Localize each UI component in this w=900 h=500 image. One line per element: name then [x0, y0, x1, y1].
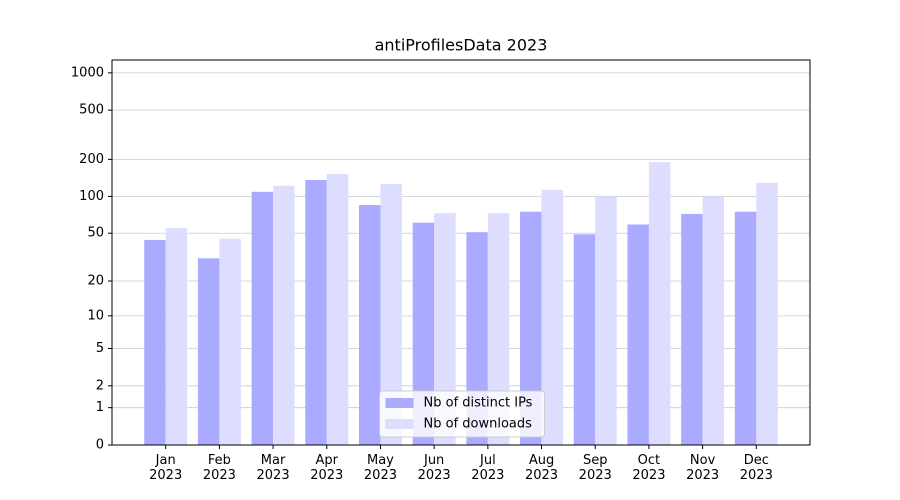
y-tick-label: 50	[87, 226, 104, 241]
bar	[756, 182, 778, 445]
bar	[197, 258, 220, 445]
y-tick-label: 200	[79, 152, 104, 167]
x-tick-label: Aug 2023	[524, 453, 559, 483]
x-tick-label: May 2023	[363, 453, 397, 483]
bar	[573, 234, 596, 445]
bar	[681, 213, 703, 445]
x-tick-label: Mar 2023	[256, 453, 290, 483]
bar	[305, 179, 327, 445]
y-tick-label: 10	[87, 308, 104, 323]
bar	[251, 191, 274, 445]
y-tick-label: 1000	[71, 65, 104, 80]
x-tick-label: Apr 2023	[310, 453, 344, 483]
bar	[219, 238, 241, 445]
x-tick-label: Nov 2023	[686, 453, 720, 483]
y-tick-label: 1	[96, 400, 104, 415]
bar	[487, 213, 510, 445]
bar	[358, 205, 381, 445]
x-tick-label: Feb 2023	[202, 453, 236, 483]
y-tick-label: 2	[96, 378, 104, 393]
y-tick-label: 100	[79, 189, 104, 204]
bar	[627, 224, 649, 445]
plot-frame	[111, 59, 811, 446]
legend-box	[379, 390, 545, 438]
bar	[273, 185, 295, 446]
x-tick-label: Jan 2023	[149, 453, 183, 483]
x-tick-label: Jul 2023	[471, 453, 505, 483]
bar	[434, 213, 456, 445]
bar	[412, 222, 435, 445]
bar	[734, 211, 757, 445]
y-tick-label: 5	[96, 341, 104, 356]
bar	[326, 174, 349, 445]
x-tick-label: Dec 2023	[739, 453, 773, 483]
legend-label: Nb of distinct IPs	[424, 396, 533, 411]
bar	[165, 228, 188, 445]
y-tick-label: 500	[79, 103, 104, 118]
legend-label: Nb of downloads	[424, 417, 533, 432]
y-tick-label: 20	[87, 274, 104, 289]
bar	[648, 162, 671, 446]
bar	[702, 196, 725, 445]
x-tick-label: Oct 2023	[632, 453, 666, 483]
bar	[595, 196, 617, 445]
bar	[380, 184, 402, 446]
bar	[541, 189, 564, 445]
x-tick-label: Jun 2023	[417, 453, 451, 483]
bar	[520, 211, 542, 445]
x-tick-label: Sep 2023	[578, 453, 612, 483]
legend-swatch	[385, 398, 414, 408]
y-tick-label: 0	[96, 438, 104, 453]
legend-swatch	[385, 419, 414, 429]
bar	[144, 239, 166, 445]
chart-title: antiProfilesData 2023	[375, 36, 548, 55]
